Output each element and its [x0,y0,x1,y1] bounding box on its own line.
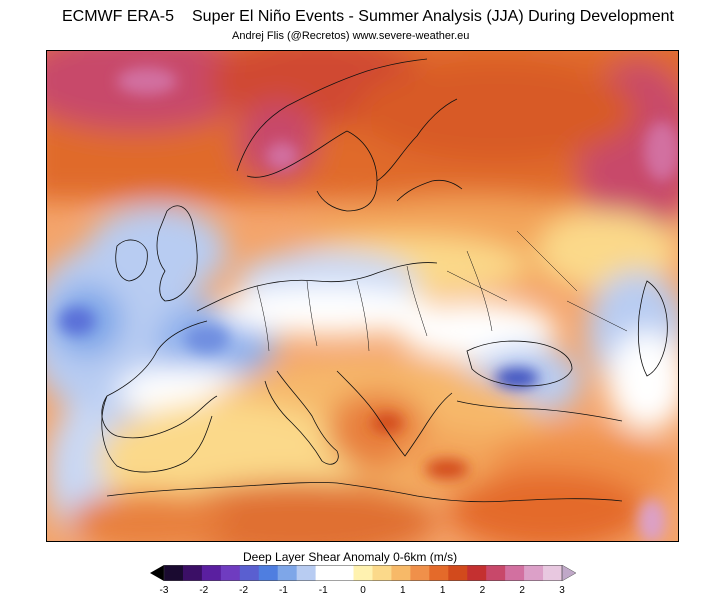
colorbar-swatch [486,565,506,581]
colorbar-swatch [315,565,336,581]
colorbar-swatch [372,565,392,581]
colorbar-swatch [182,565,203,581]
colorbar-swatch [524,565,544,581]
colorbar-swatch [353,565,373,581]
colorbar-swatch [543,565,563,581]
colorbar-tick-label: 3 [559,585,565,596]
colorbar-swatch [201,565,222,581]
colorbar-tick-label: -2 [239,585,249,596]
colorbar-swatch [448,565,468,581]
anomaly-map [46,50,679,542]
colorbar-swatch [391,565,411,581]
colorbar-swatch [277,565,298,581]
legend-title: Deep Layer Shear Anomaly 0-6km (m/s) [243,550,458,564]
anomaly-map-canvas [47,51,678,541]
colorbar-swatch [220,565,241,581]
colorbar-tick-label: -1 [278,585,288,596]
colorbar-min-arrow [150,565,164,581]
colorbar-tick-label: 1 [439,585,446,596]
colorbar-swatch [505,565,525,581]
colorbar-swatch [467,565,487,581]
colorbar-tick-label: 1 [400,585,406,596]
colorbar-swatch [296,565,317,581]
colorbar-swatch [429,565,449,581]
colorbar-tick-label: -2 [199,585,209,596]
credit-line: Andrej Flis (@Recretos) www.severe-weath… [232,30,470,42]
colorbar-tick-label: 2 [519,585,525,596]
colorbar-swatch [410,565,430,581]
colorbar-max-arrow [561,565,576,581]
colorbar-swatch [239,565,260,581]
colorbar-tick-label: 2 [479,585,486,596]
colorbar-tick-label: -1 [318,585,328,596]
colorbar-swatch [334,565,355,581]
colorbar [150,565,576,581]
colorbar-tick-label: -3 [159,585,169,596]
title-bar: ECMWF ERA-5 Super El Niño Events - Summe… [0,8,711,28]
coastlines [101,58,668,503]
anomaly-cores [59,67,678,541]
colorbar-swatch [258,565,279,581]
colorbar-tick-label: 0 [360,585,366,596]
dataset-label: ECMWF ERA-5 [62,8,174,25]
colorbar-swatch [164,565,184,581]
map-title: Super El Niño Events - Summer Analysis (… [192,8,674,25]
